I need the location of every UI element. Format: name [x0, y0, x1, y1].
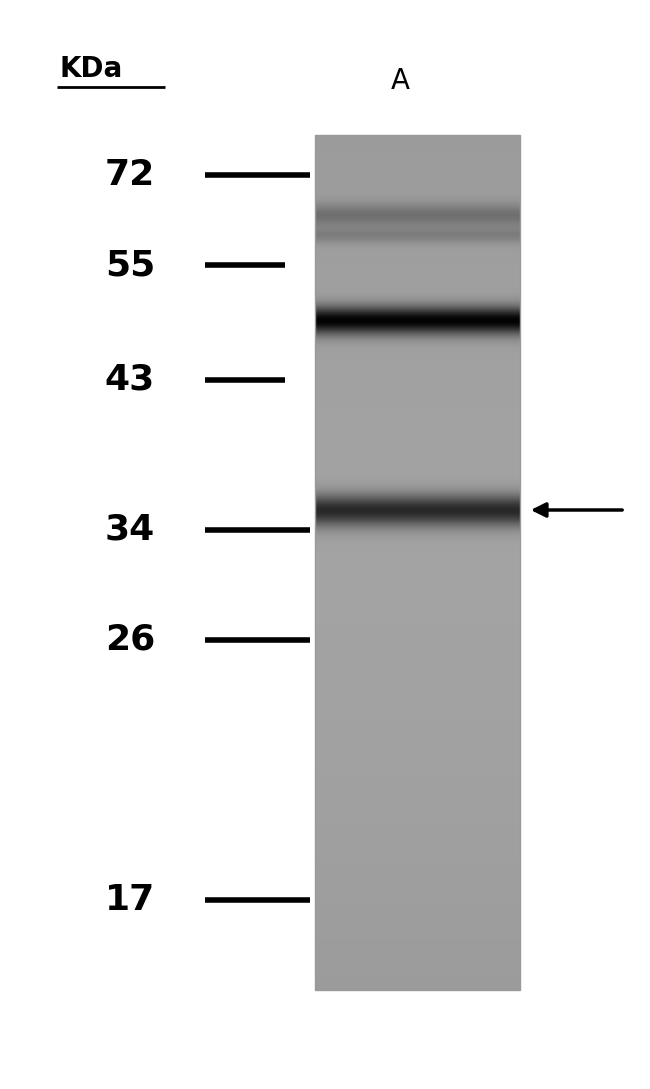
Bar: [315, 135, 520, 990]
Text: 26: 26: [105, 623, 155, 657]
Text: A: A: [391, 68, 410, 95]
Text: 43: 43: [105, 363, 155, 397]
Text: 55: 55: [105, 248, 155, 282]
Text: 17: 17: [105, 883, 155, 917]
Text: 72: 72: [105, 158, 155, 192]
Text: KDa: KDa: [60, 56, 124, 83]
Text: 34: 34: [105, 513, 155, 547]
